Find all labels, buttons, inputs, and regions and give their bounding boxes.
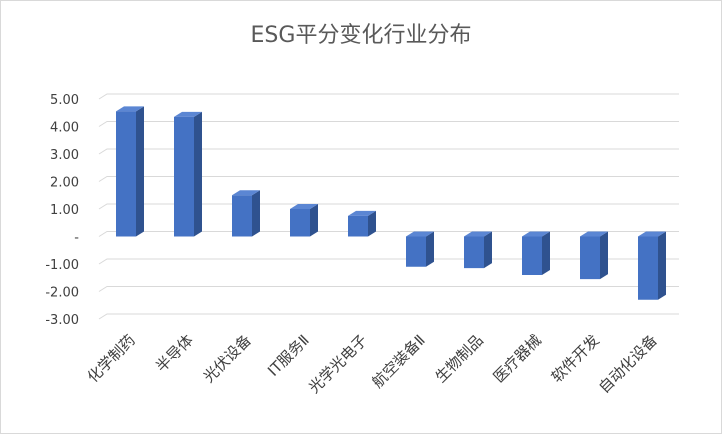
x-category-label: 软件开发	[548, 331, 603, 386]
gridline	[98, 93, 679, 100]
gridline	[98, 148, 679, 155]
bar	[116, 106, 144, 237]
y-tick-label: 5.00	[50, 93, 79, 108]
bar-front	[638, 236, 658, 300]
bar-front	[348, 215, 368, 237]
x-category-label: 化学制药	[84, 331, 139, 386]
bar-side	[252, 190, 260, 237]
bar-front	[290, 209, 310, 237]
x-category-label: 自动化设备	[595, 331, 661, 397]
bar	[580, 231, 608, 280]
gridline	[98, 176, 679, 182]
bar-front	[522, 236, 542, 275]
bar-side	[658, 231, 666, 300]
y-tick-label: -3.00	[45, 313, 79, 328]
bar	[232, 190, 260, 237]
bar-side	[542, 231, 550, 275]
bar-side	[194, 111, 202, 237]
bar-front	[116, 111, 136, 237]
bars	[116, 106, 666, 300]
y-tick-label: -1.00	[45, 258, 79, 273]
bar-side	[136, 106, 144, 237]
gridline	[98, 286, 679, 292]
bar-front	[406, 236, 426, 267]
x-category-label: 医疗器械	[490, 331, 545, 386]
bar-top	[348, 210, 376, 216]
y-axis-ticks: 5.00 4.00 3.00 2.00 1.00 - -1.00 -2.00 -3.00	[45, 93, 79, 328]
bar-top	[232, 190, 260, 196]
bar-top	[522, 231, 550, 237]
gridline	[98, 121, 679, 127]
x-category-label: 半导体	[152, 331, 197, 376]
bar-side	[310, 204, 318, 237]
bar-top	[290, 204, 318, 209]
chart-title: ESG平分变化行业分布	[250, 23, 472, 48]
gridline	[98, 313, 679, 320]
bar-top	[406, 231, 434, 237]
bar	[406, 231, 434, 267]
bar	[522, 231, 550, 275]
y-tick-label: 1.00	[50, 203, 79, 218]
bar	[174, 111, 202, 237]
bar-front	[232, 195, 252, 237]
y-tick-label: 4.00	[50, 121, 79, 136]
y-tick-label: -2.00	[45, 286, 79, 301]
bar-front	[580, 236, 600, 280]
bar-side	[368, 210, 376, 237]
bar-top	[464, 231, 492, 237]
bar-side	[600, 231, 608, 280]
bar-side	[484, 231, 492, 269]
x-category-label: IT服务Ⅱ	[264, 331, 313, 380]
bar-top	[174, 111, 202, 117]
bar-top	[580, 231, 608, 237]
x-category-label: 光学光电子	[305, 331, 371, 397]
bar-front	[174, 116, 194, 237]
bar-top	[116, 106, 144, 112]
bar	[348, 210, 376, 237]
x-category-label: 光伏设备	[200, 331, 255, 386]
bar-front	[464, 236, 484, 269]
bar-top	[638, 231, 666, 237]
gridline	[98, 203, 679, 210]
x-category-label: 航空装备Ⅱ	[368, 331, 428, 391]
x-category-label: 生物制品	[432, 331, 487, 386]
y-tick-label: -	[74, 231, 79, 246]
bar	[464, 231, 492, 269]
y-tick-label: 3.00	[50, 148, 79, 163]
bar	[638, 231, 666, 300]
bar	[290, 204, 318, 237]
bar-side	[426, 231, 434, 267]
y-tick-label: 2.00	[50, 176, 79, 191]
